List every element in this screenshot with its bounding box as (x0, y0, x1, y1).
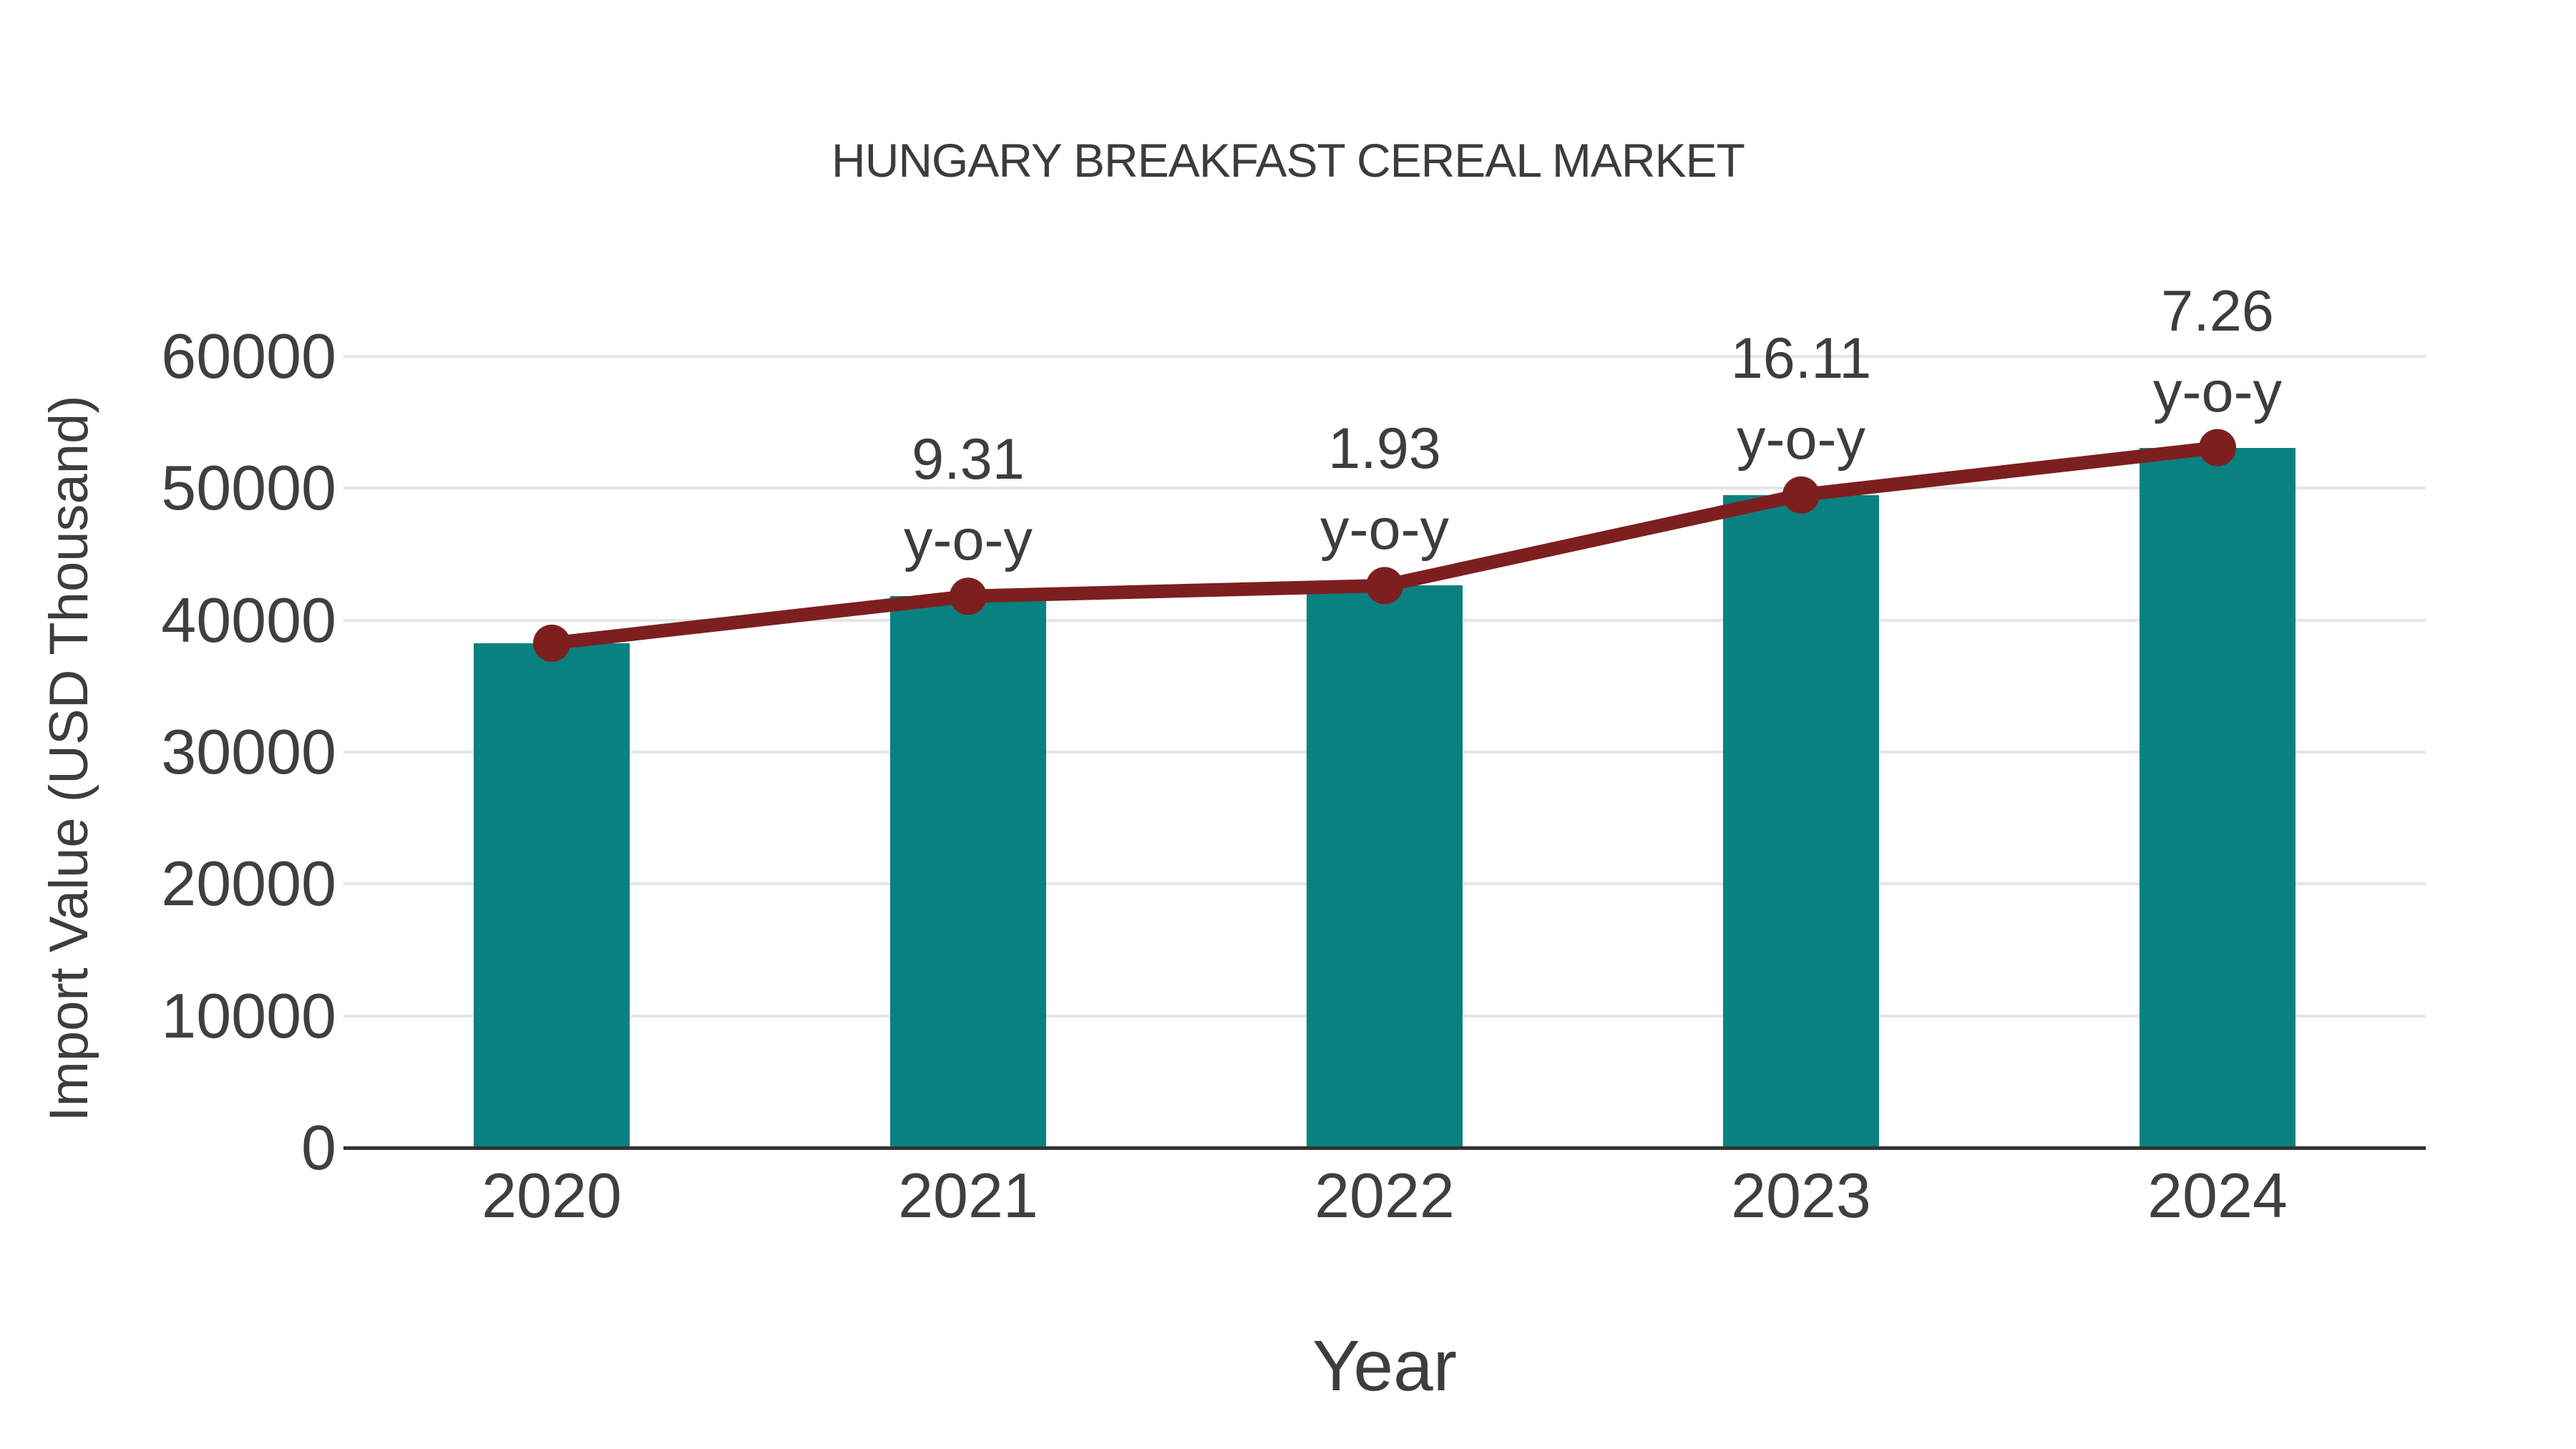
y-axis-tick-label: 40000 (161, 584, 336, 655)
yoy-annotation: 16.11 y-o-y (1622, 318, 1980, 480)
yoy-annotation-value: 9.31 (912, 427, 1025, 492)
y-axis-tick-label: 30000 (161, 716, 336, 787)
yoy-annotation-label: y-o-y (2153, 359, 2282, 424)
x-axis-tick-label: 2024 (2147, 1160, 2288, 1231)
bar (890, 596, 1046, 1148)
yoy-annotation-label: y-o-y (1737, 406, 1865, 472)
y-axis-tick-label: 50000 (161, 452, 336, 524)
line-marker (1366, 567, 1403, 605)
line-marker (950, 577, 987, 615)
yoy-annotation-label: y-o-y (904, 508, 1033, 573)
bar (474, 643, 630, 1148)
bar (1723, 494, 1879, 1148)
x-axis-tick-label: 2020 (482, 1160, 622, 1231)
gridline (343, 355, 2426, 358)
yoy-annotation-label: y-o-y (1320, 497, 1449, 562)
yoy-annotation-value: 16.11 (1730, 326, 1872, 391)
x-axis-tick-label: 2022 (1314, 1160, 1455, 1231)
line-marker (533, 624, 570, 662)
yoy-annotation: 9.31 y-o-y (789, 419, 1147, 581)
gridline (343, 487, 2426, 490)
yoy-annotation-value: 1.93 (1328, 416, 1441, 482)
bar (2140, 447, 2296, 1148)
bar (1307, 585, 1463, 1148)
x-axis-tick-label: 2021 (898, 1160, 1038, 1231)
y-axis-tick-label: 60000 (161, 321, 336, 391)
line-marker (2199, 429, 2236, 467)
x-axis-tick-label: 2023 (1731, 1160, 1871, 1231)
yoy-annotation: 7.26 y-o-y (2039, 271, 2396, 433)
y-axis-tick-label: 0 (301, 1112, 336, 1183)
yoy-annotation-value: 7.26 (2161, 278, 2274, 343)
y-axis-tick-label: 10000 (161, 980, 336, 1051)
chart-title: HUNGARY BREAKFAST CEREAL MARKET (831, 134, 1745, 187)
line-marker (1782, 476, 1820, 514)
x-axis-line (343, 1146, 2426, 1150)
x-axis-title: Year (1312, 1326, 1458, 1406)
yoy-annotation: 1.93 y-o-y (1206, 409, 1563, 570)
y-axis-tick-label: 20000 (161, 848, 336, 919)
